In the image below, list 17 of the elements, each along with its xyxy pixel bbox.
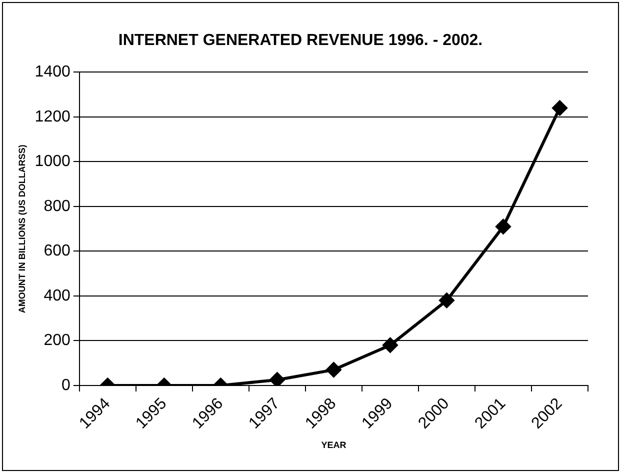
point — [439, 292, 454, 308]
y-tick-label: 200 — [44, 332, 70, 350]
point — [496, 219, 511, 234]
chart-title: INTERNET GENERATED REVENUE 1996. - 2002. — [118, 32, 483, 50]
y-tick-label: 1000 — [34, 153, 70, 170]
point — [326, 362, 342, 378]
y-tick-label: 0 — [61, 376, 70, 394]
y-tick-label: 400 — [44, 287, 70, 304]
x-axis-title: YEAR — [321, 440, 347, 450]
y-axis-title: AMOUNT IN BILLIONS (US DOLLARSS) — [16, 144, 27, 314]
point — [382, 338, 398, 353]
point — [270, 372, 285, 386]
y-tick-label: 600 — [44, 242, 70, 260]
y-tick-label: 1200 — [34, 108, 70, 126]
y-tick-label: 800 — [44, 198, 70, 215]
point — [552, 100, 568, 116]
y-tick-label: 1400 — [34, 64, 70, 81]
